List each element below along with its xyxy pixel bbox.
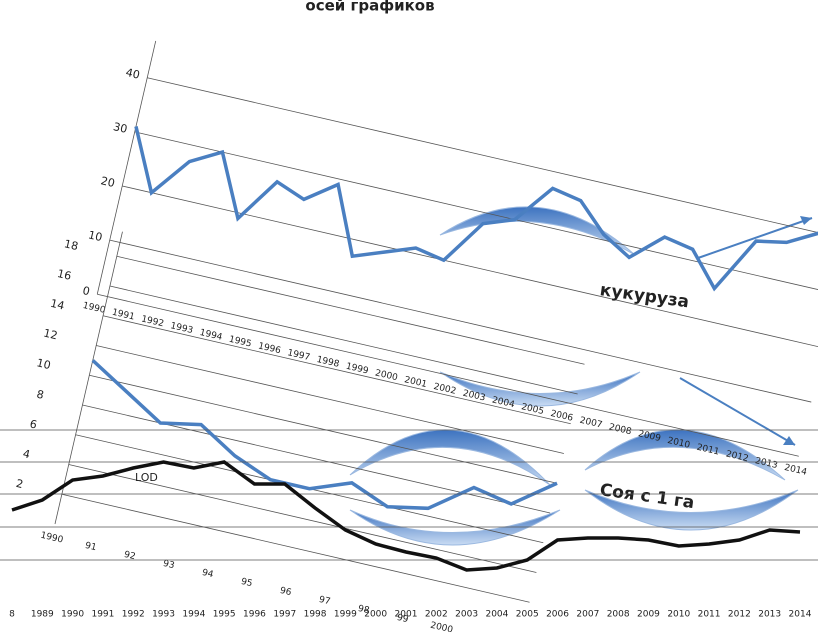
x-tick-label: 97 (318, 595, 331, 607)
line-chart: 2 4 6 8 10 12 14 16 18 1990 91 92 93 94 95 96 97 98 99 2000… (15, 231, 585, 632)
grid-line (61, 493, 530, 603)
x-tick-label: 1989 (31, 610, 54, 620)
grid-line (109, 239, 812, 403)
x-tick-label: 2004 (485, 610, 508, 620)
y-tick-label: 12 (42, 327, 59, 343)
grid-line (102, 315, 571, 425)
y-tick-label: 18 (63, 237, 80, 253)
x-tick-label: 1990 (82, 301, 107, 316)
x-tick-label: 2008 (607, 610, 630, 620)
y-tick-label: 2 (15, 477, 25, 491)
grid-line (122, 185, 818, 349)
y-tick-label: 16 (56, 267, 73, 283)
y-tick-label: 10 (35, 356, 52, 372)
x-tick-label: 2005 (516, 610, 539, 620)
x-tick-label: 1993 (152, 610, 175, 620)
x-tick-label: 1990 (39, 531, 64, 546)
grid-line (134, 131, 818, 295)
x-tick-label: 2000 (364, 610, 387, 620)
x-tick-label: 1992 (122, 610, 145, 620)
grid-line (109, 285, 578, 395)
x-tick-label: 2006 (546, 610, 569, 620)
grid-line (96, 345, 564, 454)
x-tick-label: 96 (279, 586, 293, 598)
x-tick-label: 2011 (698, 610, 721, 620)
grid-line (147, 77, 818, 241)
x-tick-label: 1990 (61, 610, 84, 620)
y-axis (96, 40, 157, 295)
series-line (134, 126, 818, 292)
x-tick-label: 2014 (783, 463, 808, 478)
y-tick-label: 0 (81, 284, 91, 298)
x-tick-label: 2010 (667, 610, 690, 620)
x-tick-label: 93 (162, 559, 175, 571)
grid-line (82, 404, 551, 514)
x-tick-label: 94 (201, 568, 215, 580)
decorations (349, 206, 813, 546)
x-tick-label: 1994 (182, 610, 205, 620)
x-tick-label: 8 (9, 610, 15, 620)
x-tick-label: 2000 (429, 621, 454, 632)
x-tick-label: 92 (123, 550, 136, 562)
series-line (11, 460, 801, 572)
x-tick-label: 2014 (789, 610, 812, 620)
x-tick-label: 2003 (455, 610, 478, 620)
y-tick-label: 30 (112, 120, 129, 136)
y-tick-label: 40 (124, 66, 141, 82)
x-tick-label: 98 (357, 604, 371, 616)
grid-line (116, 255, 585, 365)
grid-line (97, 293, 799, 457)
y-tick-label: 6 (28, 417, 38, 431)
x-tick-label: 1995 (213, 610, 236, 620)
x-tick-label: 2007 (579, 416, 604, 431)
chart-label: кукуруза (599, 280, 691, 312)
x-tick-label: 1996 (243, 610, 266, 620)
y-tick-label: 4 (22, 447, 32, 461)
x-tick-label: 91 (84, 541, 97, 553)
x-tick-label: 95 (240, 577, 253, 589)
x-tick-label: 2001 (395, 610, 418, 620)
y-tick-label: 20 (99, 174, 116, 190)
x-tick-label: 1997 (273, 610, 296, 620)
line-chart: 8 1989 1990 1991 1992 1993 1994 1995 1996 1997 199… (0, 429, 818, 620)
y-tick-label: 10 (87, 228, 104, 244)
title: осей графиков (305, 0, 434, 15)
y-tick-label: 8 (35, 388, 45, 402)
chart-label: LOD (135, 471, 158, 484)
grid-line (68, 464, 537, 573)
x-tick-label: 1998 (304, 610, 327, 620)
y-axis (54, 231, 123, 525)
x-tick-label: 2009 (637, 610, 660, 620)
x-tick-label: 1991 (91, 610, 114, 620)
x-tick-label: 2013 (758, 610, 781, 620)
x-tick-label: 99 (396, 613, 410, 625)
x-tick-label: 2012 (728, 610, 751, 620)
grid-line (89, 374, 558, 484)
x-tick-label: 2002 (425, 610, 448, 620)
y-tick-label: 14 (49, 297, 66, 313)
x-tick-label: 1999 (334, 610, 357, 620)
x-tick-label: 2007 (576, 610, 599, 620)
series-line (91, 359, 558, 511)
